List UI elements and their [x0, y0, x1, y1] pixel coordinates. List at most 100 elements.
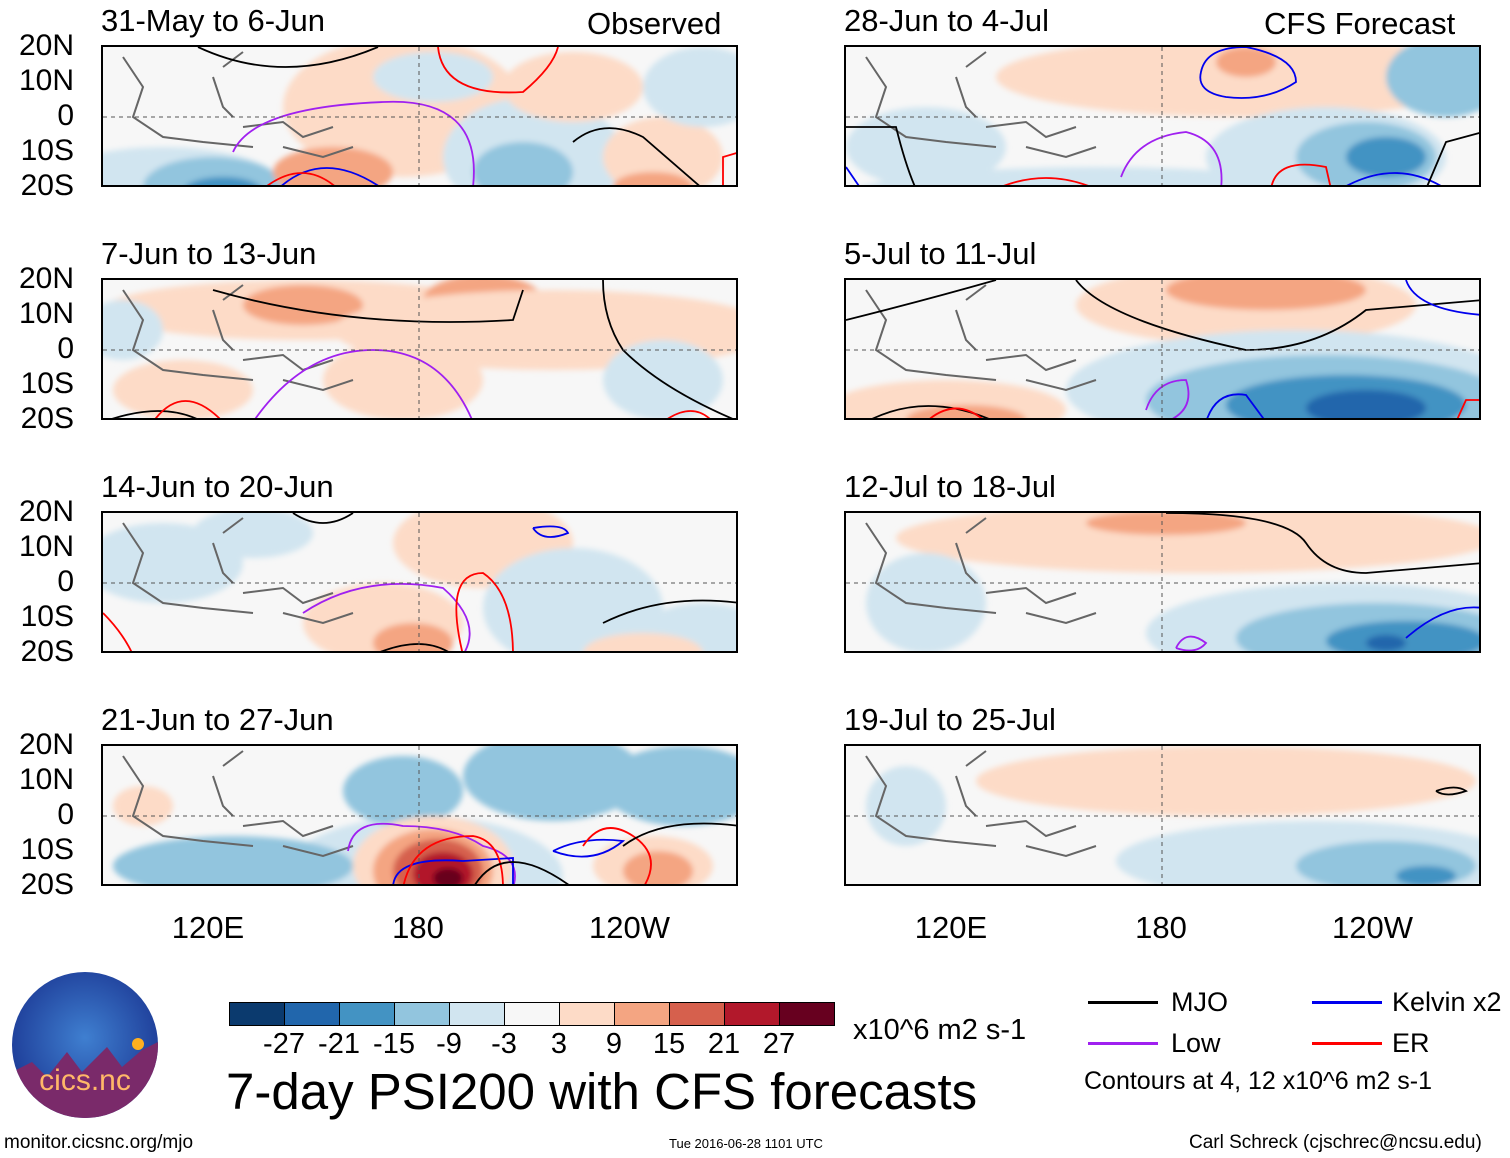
colorbar-tick-label: -3: [491, 1028, 517, 1060]
contour-line: [197, 47, 379, 68]
lat-label: 0: [57, 332, 74, 365]
colorbar-swatch: [339, 1002, 395, 1026]
anomaly-shading: [1166, 280, 1366, 310]
contour-line: [266, 172, 335, 185]
contour-line: [302, 583, 471, 651]
anomaly-shading: [1366, 635, 1406, 651]
lat-label: 10N: [18, 64, 74, 97]
lat-label: 20S: [20, 402, 74, 435]
lon-label: 120W: [1332, 910, 1413, 945]
contour-line: [1120, 131, 1223, 185]
panel-title: 14-Jun to 20-Jun: [101, 469, 334, 504]
lat-label: 10N: [18, 763, 74, 796]
contour-line: [1175, 635, 1208, 651]
panel-title: 31-May to 6-Jun: [101, 3, 325, 38]
anomaly-shading: [603, 340, 723, 418]
legend-line-kelvin: [1312, 1001, 1382, 1004]
contour-line: [929, 407, 983, 418]
contour-line: [155, 400, 221, 418]
lat-label: 10N: [18, 297, 74, 330]
observed-label: Observed: [587, 6, 722, 41]
anomaly-shading: [896, 513, 1479, 573]
logo-mountains: [12, 1038, 158, 1118]
anomaly-map: [846, 513, 1479, 651]
contour-line: [455, 572, 514, 651]
lon-label: 120E: [914, 910, 988, 945]
anomaly-shading: [603, 746, 736, 826]
lon-label: 120E: [171, 910, 245, 945]
contour-line: [1435, 786, 1468, 796]
panel-title: 5-Jul to 11-Jul: [844, 236, 1037, 271]
lat-label: 20S: [20, 169, 74, 202]
anomaly-map: [103, 746, 736, 884]
footer-url[interactable]: monitor.cicsnc.org/mjo: [4, 1132, 194, 1153]
colorbar-swatch: [724, 1002, 780, 1026]
lat-label: 10S: [20, 367, 74, 400]
anomaly-shading: [1306, 390, 1426, 418]
panel-title: 12-Jul to 18-Jul: [844, 469, 1056, 504]
colorbar-tick-label: 27: [762, 1028, 796, 1060]
contour-line: [103, 612, 133, 651]
lat-label: 20S: [20, 868, 74, 901]
contour-line: [1405, 606, 1479, 639]
lon-label: 180: [392, 910, 444, 945]
colorbar-swatch: [559, 1002, 615, 1026]
contours-note: Contours at 4, 12 x10^6 m2 s-1: [1084, 1067, 1433, 1095]
cicsnc-logo: cics.nc: [12, 972, 158, 1118]
contour-line: [602, 280, 733, 418]
contour-line: [392, 857, 514, 884]
colorbar-units: x10^6 m2 s-1: [853, 1014, 1027, 1046]
anomaly-shading: [976, 746, 1476, 816]
anomaly-shading: [113, 360, 253, 418]
anomaly-shading: [463, 746, 643, 821]
anomaly-shading: [103, 300, 163, 360]
anomaly-shading: [343, 756, 463, 826]
anomaly-shading: [866, 766, 946, 846]
anomaly-shading: [583, 633, 703, 651]
lat-label: 20N: [18, 262, 74, 295]
anomaly-map: [846, 746, 1479, 884]
anomaly-shading: [996, 47, 1479, 117]
anomaly-shading: [613, 172, 693, 185]
colorbar-tick-label: 9: [605, 1028, 623, 1060]
coastline: [865, 517, 1097, 625]
coastline: [122, 51, 354, 159]
contour-line: [582, 827, 652, 884]
contour-line: [622, 822, 736, 847]
anomaly-shading: [503, 52, 643, 122]
anomaly-shading: [623, 851, 693, 884]
anomaly-shading: [1326, 621, 1479, 651]
contour-line: [667, 410, 711, 418]
colorbar-swatch: [229, 1002, 285, 1026]
contour-line: [552, 838, 626, 858]
lat-label: 20N: [18, 728, 74, 761]
contour-line: [572, 127, 700, 185]
anomaly-shading: [373, 623, 453, 651]
contour-line: [232, 100, 475, 185]
contour-line: [112, 410, 197, 418]
contour-line: [437, 47, 559, 94]
anomaly-shading: [866, 167, 1326, 185]
anomaly-shading: [143, 157, 283, 185]
footer-timestamp: Tue 2016-06-28 1101 UTC: [669, 1136, 823, 1151]
panel-title: 21-Jun to 27-Jun: [101, 702, 334, 737]
anomaly-shading: [193, 513, 313, 558]
colorbar-tick-label: -27: [263, 1028, 305, 1060]
colorbar-swatch: [394, 1002, 450, 1026]
colorbar-tick-label: -15: [373, 1028, 415, 1060]
anomaly-shading: [473, 142, 573, 185]
contour-line: [872, 405, 989, 418]
map-panel: [101, 511, 738, 653]
lat-label: 20N: [18, 495, 74, 528]
colorbar-tick-label: 15: [652, 1028, 686, 1060]
map-panel: [101, 45, 738, 187]
contour-line: [403, 835, 504, 884]
anomaly-shading: [273, 147, 393, 185]
contour-line: [1405, 280, 1479, 316]
contour-line: [254, 349, 473, 418]
colorbar-swatch: [614, 1002, 670, 1026]
contour-line: [281, 167, 379, 185]
anomaly-shading: [113, 786, 173, 826]
anomaly-shading: [187, 177, 259, 185]
